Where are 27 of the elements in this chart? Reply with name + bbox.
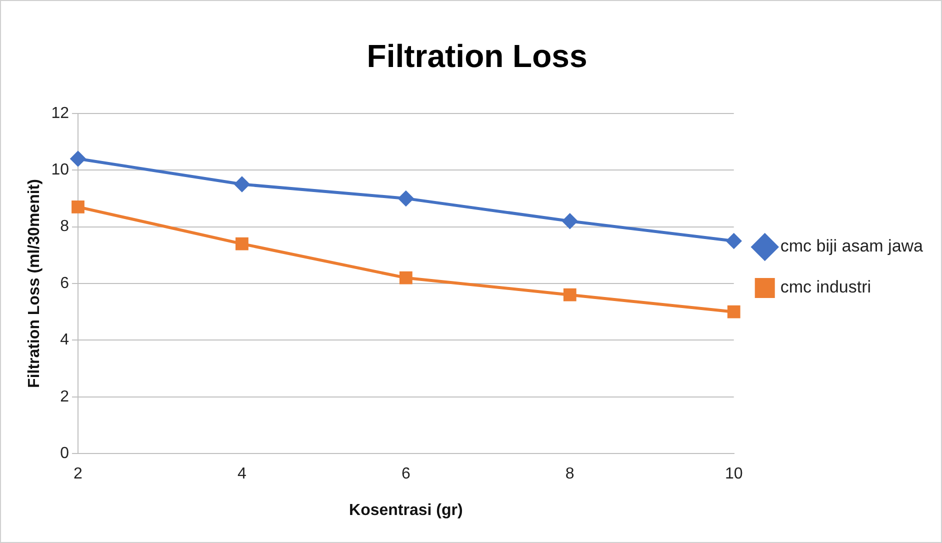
y-tick-label: 6: [60, 274, 70, 292]
x-tick-label: 10: [724, 466, 743, 483]
y-tick-label: 2: [60, 388, 70, 406]
x-tick-label: 4: [238, 466, 247, 483]
point: [562, 214, 578, 229]
point: [727, 305, 740, 318]
y-tick-label: 12: [51, 104, 70, 122]
point: [236, 237, 248, 250]
y-tick-label: 0: [60, 445, 70, 462]
legend-label: cmc biji asam jawa: [780, 236, 924, 256]
y-tick-label: 4: [60, 332, 70, 349]
point: [563, 288, 576, 302]
x-tick-label: 8: [565, 466, 574, 483]
x-axis-title: Kosentrasi (gr): [349, 502, 463, 519]
y-axis-title: Filtration Loss (ml/30menit): [26, 179, 44, 388]
x-tick-label: 6: [401, 466, 410, 483]
point: [399, 271, 412, 284]
point: [72, 200, 84, 214]
x-tick-label: 2: [74, 466, 83, 483]
point: [234, 176, 250, 192]
y-tick-label: 8: [60, 218, 70, 236]
legend-label: cmc industri: [780, 278, 872, 297]
point: [70, 151, 86, 166]
y-tick-label: 10: [51, 162, 70, 179]
point: [726, 233, 742, 248]
point: [398, 190, 414, 206]
chart-title: Filtration Loss: [366, 38, 588, 74]
